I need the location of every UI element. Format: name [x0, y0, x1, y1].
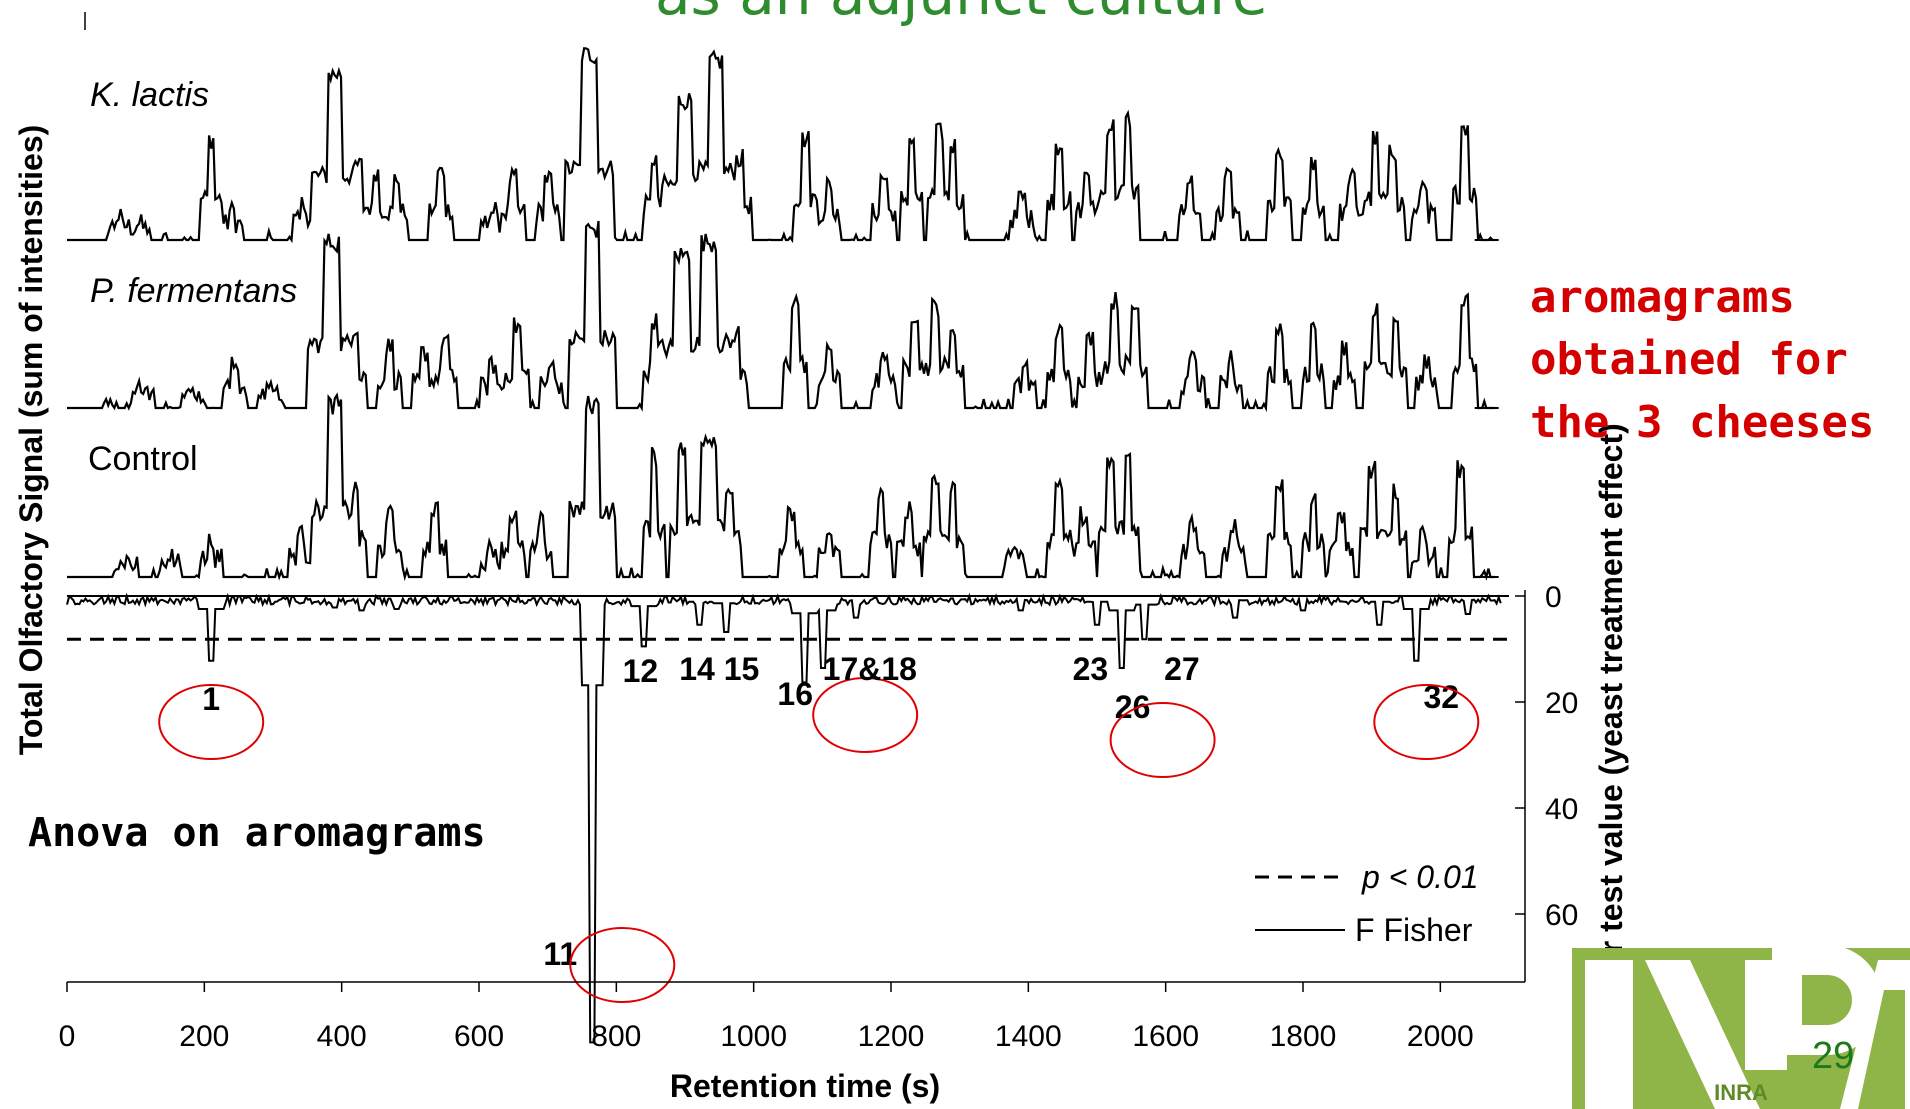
y-axis-label-right: Fisher test value (yeast treatment effec…	[1593, 423, 1629, 1037]
peak-label-4: 14 15	[679, 651, 759, 687]
y-right-tick-40: 40	[1545, 793, 1578, 826]
peak-circle-5	[813, 678, 917, 752]
page-number: 29	[1812, 1035, 1854, 1077]
trace-3	[67, 395, 1495, 577]
peak-label-9: 27	[1164, 651, 1200, 687]
peak-label-7: 23	[1073, 651, 1109, 687]
legend-threshold-label: p < 0.01	[1361, 859, 1479, 895]
logo-text: INRA	[1714, 1080, 1768, 1105]
aromagram-traces	[67, 48, 1499, 577]
peak-circle-2	[570, 928, 674, 1002]
note-line-1: aromagrams	[1530, 272, 1795, 323]
x-tick-label-0: 0	[59, 1020, 76, 1053]
x-tick-label-800: 800	[591, 1020, 641, 1053]
y-right-tick-60: 60	[1545, 899, 1578, 932]
trace-label-control: Control	[88, 440, 198, 478]
y-right-tick-20: 20	[1545, 687, 1578, 720]
peak-circle-8	[1111, 703, 1215, 777]
peak-label-1: 1	[202, 681, 220, 717]
anova-label: Anova on aromagrams	[28, 810, 486, 856]
trace-label-k-lactis: K. lactis	[90, 76, 209, 114]
legend: p < 0.01 F Fisher	[1255, 859, 1479, 948]
x-tick-label-600: 600	[454, 1020, 504, 1053]
inra-logo: INRA 29	[1572, 948, 1910, 1109]
note-line-3: the 3 cheeses	[1530, 397, 1874, 448]
trace-1	[67, 48, 1495, 240]
legend-fisher-label: F Fisher	[1355, 912, 1473, 948]
x-tick-label-200: 200	[179, 1020, 229, 1053]
trace-2	[67, 221, 1495, 408]
y-right-tick-0: 0	[1545, 581, 1562, 614]
x-tick-label-1400: 1400	[995, 1020, 1062, 1053]
x-tick-label-400: 400	[317, 1020, 367, 1053]
x-axis-label: Retention time (s)	[670, 1068, 940, 1104]
x-tick-label-1200: 1200	[858, 1020, 925, 1053]
trace-label-p-fermentans: P. fermentans	[90, 272, 297, 310]
peak-label-5: 16	[777, 676, 813, 712]
x-tick-label-1800: 1800	[1270, 1020, 1337, 1053]
y-axis-label-left: Total Olfactory Signal (sum of intensiti…	[13, 125, 49, 756]
note-line-2: obtained for	[1530, 334, 1848, 385]
x-tick-label-1600: 1600	[1132, 1020, 1199, 1053]
peak-label-3: 12	[623, 653, 659, 689]
peak-label-6: 17&18	[823, 651, 917, 687]
top-title: as an adjunct culture	[655, 0, 1268, 28]
x-tick-label-1000: 1000	[720, 1020, 787, 1053]
x-tick-label-2000: 2000	[1407, 1020, 1474, 1053]
